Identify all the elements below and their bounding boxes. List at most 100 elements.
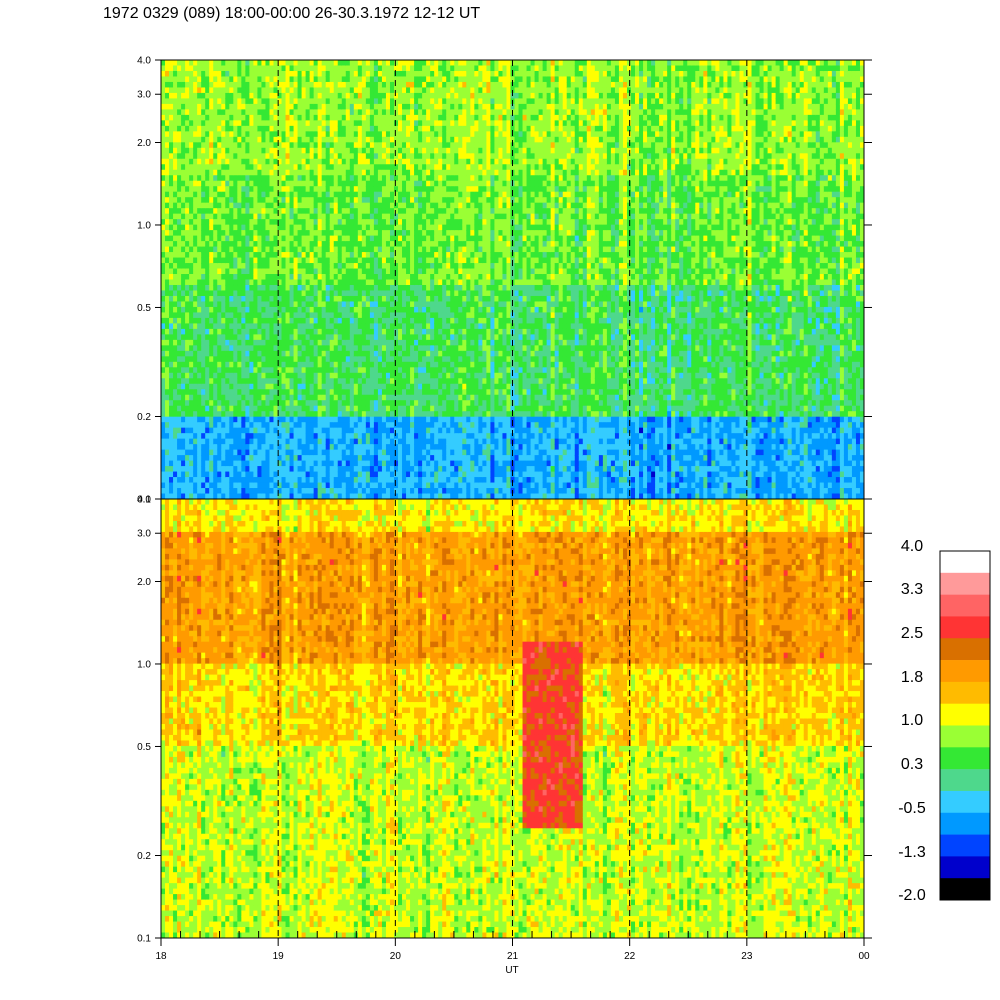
heatmap-cell (281, 180, 287, 187)
heatmap-cell (205, 109, 210, 116)
heatmap-cell (189, 125, 194, 132)
heatmap-cell (229, 361, 234, 368)
heatmap-cell (277, 235, 283, 242)
heatmap-cell (201, 466, 206, 473)
heatmap-cell (369, 301, 375, 308)
heatmap-cell (253, 208, 259, 215)
heatmap-cell (305, 383, 311, 390)
heatmap-cell (410, 131, 415, 138)
heatmap-cell (341, 312, 347, 319)
heatmap-cell (341, 323, 347, 330)
heatmap-cell (297, 334, 303, 341)
heatmap-cell (345, 92, 351, 100)
heatmap-cell (345, 103, 351, 110)
heatmap-cell (233, 400, 238, 407)
heatmap-cell (169, 471, 174, 478)
heatmap-cell (381, 306, 387, 314)
heatmap-cell (237, 482, 242, 489)
heatmap-cell (297, 411, 303, 418)
heatmap-cell (369, 125, 375, 132)
heatmap-cell (329, 114, 335, 121)
heatmap-cell (257, 444, 263, 451)
heatmap-cell (381, 120, 387, 127)
heatmap-cell (241, 274, 246, 281)
heatmap-cell (345, 87, 351, 94)
heatmap-cell (285, 92, 291, 100)
heatmap-cell (257, 295, 263, 303)
heatmap-cell (205, 142, 210, 149)
heatmap-cell (385, 493, 391, 499)
heatmap-cell (373, 328, 379, 335)
heatmap-cell (325, 334, 331, 341)
heatmap-cell (277, 438, 283, 445)
heatmap-cell (237, 191, 242, 198)
heatmap-cell (193, 438, 198, 445)
heatmap-cell (345, 367, 351, 374)
heatmap-cell (369, 323, 375, 330)
heatmap-cell (402, 274, 407, 281)
heatmap-cell (285, 389, 291, 396)
heatmap-cell (325, 186, 331, 193)
heatmap-cell (269, 433, 275, 440)
heatmap-cell (277, 389, 283, 396)
heatmap-cell (161, 400, 166, 407)
heatmap-cell (349, 493, 355, 499)
heatmap-cell (357, 131, 363, 138)
heatmap-cell (165, 411, 170, 418)
heatmap-cell (221, 87, 226, 94)
heatmap-cell (257, 153, 263, 160)
heatmap-cell (325, 477, 331, 484)
heatmap-cell (193, 383, 198, 390)
heatmap-cell (273, 378, 279, 385)
heatmap-cell (293, 356, 299, 363)
heatmap-cell (389, 427, 395, 434)
heatmap-cell (373, 109, 379, 116)
heatmap-cell (341, 433, 347, 440)
heatmap-cell (229, 488, 234, 495)
heatmap-cell (353, 87, 359, 94)
heatmap-cell (289, 164, 295, 171)
heatmap-cell (353, 114, 359, 121)
heatmap-cell (337, 466, 343, 473)
heatmap-cell (289, 191, 295, 198)
heatmap-cell (333, 114, 339, 121)
heatmap-cell (169, 268, 174, 275)
heatmap-cell (181, 92, 186, 100)
heatmap-cell (277, 334, 283, 341)
heatmap-cell (277, 131, 283, 138)
heatmap-cell (285, 290, 291, 297)
heatmap-cell (398, 290, 403, 297)
heatmap-cell (269, 169, 275, 176)
heatmap-cell (253, 76, 259, 83)
heatmap-cell (353, 290, 359, 297)
heatmap-cell (377, 416, 383, 423)
heatmap-cell (201, 350, 206, 357)
heatmap-cell (345, 372, 351, 379)
heatmap-cell (241, 114, 246, 121)
heatmap-cell (365, 372, 371, 379)
heatmap-cell (181, 295, 186, 303)
heatmap-cell (398, 367, 403, 374)
heatmap-cell (193, 295, 198, 303)
heatmap-cell (289, 460, 295, 467)
heatmap-cell (325, 394, 331, 401)
heatmap-cell (325, 213, 331, 220)
heatmap-cell (213, 284, 218, 292)
heatmap-cell (265, 268, 271, 275)
heatmap-cell (406, 312, 411, 319)
heatmap-cell (245, 488, 250, 495)
heatmap-cell (337, 197, 343, 204)
heatmap-cell (265, 284, 271, 292)
heatmap-cell (385, 455, 391, 462)
heatmap-cell (357, 449, 363, 456)
heatmap-cell (257, 263, 263, 270)
heatmap-cell (221, 444, 226, 451)
heatmap-cell (193, 268, 198, 275)
heatmap-cell (329, 65, 335, 72)
heatmap-cell (181, 306, 186, 314)
heatmap-cell (398, 339, 403, 346)
heatmap-cell (185, 279, 190, 286)
heatmap-cell (373, 169, 379, 176)
heatmap-cell (297, 295, 303, 303)
heatmap-cell (261, 317, 267, 324)
